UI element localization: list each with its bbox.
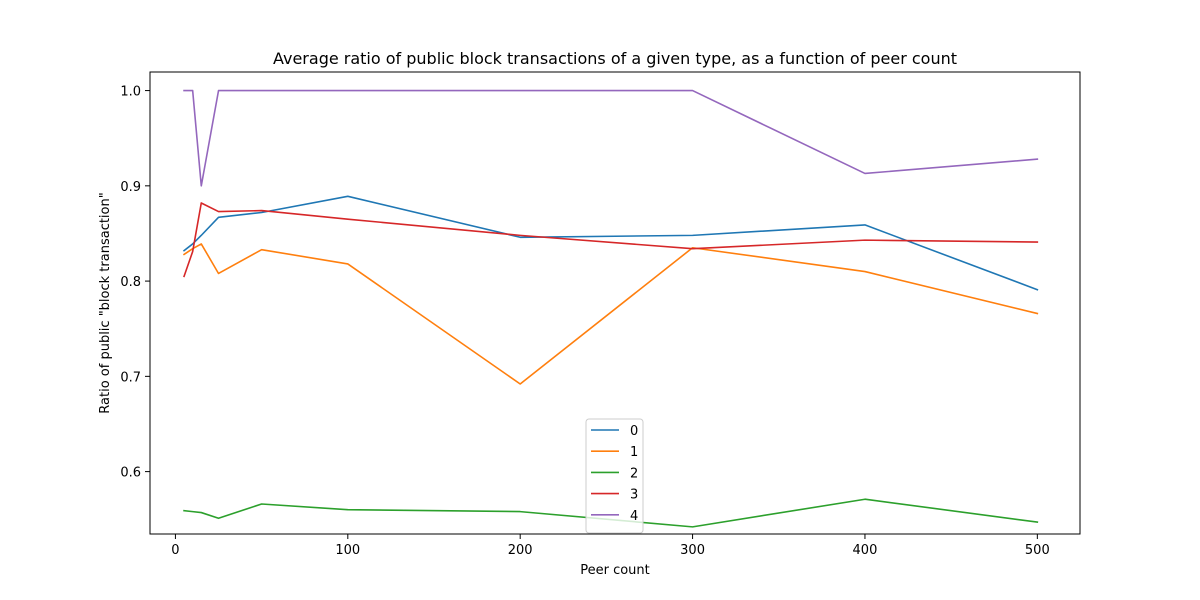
legend-label-2: 2 — [630, 466, 638, 481]
x-tick-label: 200 — [508, 543, 533, 558]
legend-label-3: 3 — [630, 488, 638, 503]
plot-frame — [149, 71, 1081, 535]
series-line-1 — [182, 243, 1039, 385]
legend-label-0: 0 — [630, 424, 638, 439]
legend: 0 1 2 3 4 — [585, 418, 644, 534]
y-tick-label: 0.6 — [120, 466, 141, 481]
series-line-2 — [183, 498, 1039, 528]
series-line-0 — [182, 195, 1039, 291]
x-tick-label: 0 — [171, 543, 179, 558]
y-tick-label: 0.7 — [120, 370, 141, 385]
chart-title: Average ratio of public block transactio… — [273, 49, 957, 68]
series-lines — [182, 89, 1039, 528]
x-tick-label: 100 — [335, 543, 360, 558]
legend-label-1: 1 — [630, 445, 638, 460]
x-axis-label: Peer count — [580, 563, 650, 578]
x-tick-label: 500 — [1025, 543, 1050, 558]
y-axis: 0.6 0.7 0.8 0.9 1.0 — [120, 85, 150, 481]
y-tick-label: 1.0 — [120, 85, 141, 100]
x-tick-label: 400 — [853, 543, 878, 558]
series-line-4 — [183, 89, 1039, 187]
x-axis: 0 100 200 300 400 500 — [171, 534, 1050, 558]
y-tick-label: 0.9 — [120, 180, 141, 195]
plot-area — [149, 71, 1081, 535]
legend-label-4: 4 — [630, 509, 638, 524]
legend-box — [585, 418, 644, 534]
y-axis-label: Ratio of public "block transaction" — [98, 192, 113, 413]
series-line-3 — [183, 202, 1039, 278]
y-tick-label: 0.8 — [120, 275, 141, 290]
x-tick-label: 300 — [680, 543, 705, 558]
